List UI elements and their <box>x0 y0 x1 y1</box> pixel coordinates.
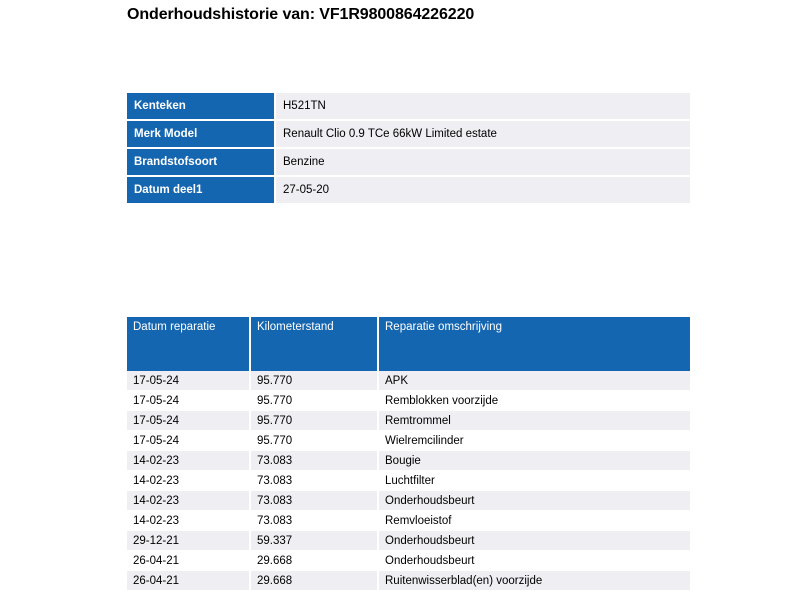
maintenance-header: Datum reparatie Kilometerstand Reparatie… <box>127 317 690 371</box>
repair-date-cell: 26-04-21 <box>127 570 251 591</box>
vehicle-info-table: Kenteken H521TN Merk Model Renault Clio 0.9… <box>127 93 690 205</box>
mileage-cell: 59.337 <box>250 530 379 551</box>
table-row[interactable]: 14-02-23 73.083 Remvloeistof <box>127 510 690 531</box>
vehicle-info-label: Datum deel1 <box>127 176 276 205</box>
mileage-cell: 95.770 <box>250 390 379 411</box>
repair-description-cell: Luchtfilter <box>378 470 690 491</box>
page-title: Onderhoudshistorie van: VF1R980086422622… <box>127 6 475 23</box>
mileage-cell: 73.083 <box>250 490 379 511</box>
column-header-mileage[interactable]: Kilometerstand <box>250 317 379 371</box>
table-row[interactable]: 17-05-24 95.770 APK <box>127 371 690 391</box>
vehicle-info-label: Merk Model <box>127 120 276 149</box>
repair-date-cell: 14-02-23 <box>127 490 251 511</box>
table-row[interactable]: 29-12-21 59.337 Onderhoudsbeurt <box>127 530 690 551</box>
repair-date-cell: 17-05-24 <box>127 390 251 411</box>
mileage-cell: 29.668 <box>250 550 379 571</box>
table-row[interactable]: 26-04-21 29.668 Ruitenwisserblad(en) voorz… <box>127 570 690 591</box>
vehicle-info-value: H521TN <box>275 93 690 121</box>
repair-description-cell: Onderhoudsbeurt <box>378 530 690 551</box>
mileage-cell: 73.083 <box>250 470 379 491</box>
repair-description-cell: Bougie <box>378 450 690 471</box>
repair-description-cell: Ruitenwisserblad(en) voorzijde <box>378 570 690 591</box>
mileage-cell: 95.770 <box>250 371 379 391</box>
repair-description-cell: APK <box>378 371 690 391</box>
repair-date-cell: 17-05-24 <box>127 410 251 431</box>
mileage-cell: 95.770 <box>250 430 379 451</box>
table-row[interactable]: 14-02-23 73.083 Onderhoudsbeurt <box>127 490 690 511</box>
vehicle-info-label: Kenteken <box>127 93 276 121</box>
repair-description-cell: Onderhoudsbeurt <box>378 490 690 511</box>
column-header-description[interactable]: Reparatie omschrijving <box>378 317 690 371</box>
vehicle-info-body: Kenteken H521TN Merk Model Renault Clio 0.9… <box>127 93 690 205</box>
table-row[interactable]: 14-02-23 73.083 Luchtfilter <box>127 470 690 491</box>
maintenance-header-row: Datum reparatie Kilometerstand Reparatie… <box>127 317 690 371</box>
mileage-cell: 73.083 <box>250 450 379 471</box>
maintenance-history-table: Datum reparatie Kilometerstand Reparatie… <box>127 317 690 591</box>
vehicle-info-value: 27-05-20 <box>275 176 690 205</box>
repair-description-cell: Remtrommel <box>378 410 690 431</box>
repair-description-cell: Remvloeistof <box>378 510 690 531</box>
vehicle-info-label: Brandstofsoort <box>127 148 276 177</box>
repair-date-cell: 17-05-24 <box>127 371 251 391</box>
maintenance-body: 17-05-24 95.770 APK 17-05-24 95.770 Remblokke… <box>127 371 690 591</box>
table-row[interactable]: 14-02-23 73.083 Bougie <box>127 450 690 471</box>
vehicle-info-value: Renault Clio 0.9 TCe 66kW Limited estate <box>275 120 690 149</box>
repair-description-cell: Onderhoudsbeurt <box>378 550 690 571</box>
vehicle-info-value: Benzine <box>275 148 690 177</box>
repair-date-cell: 26-04-21 <box>127 550 251 571</box>
repair-date-cell: 17-05-24 <box>127 430 251 451</box>
repair-date-cell: 14-02-23 <box>127 450 251 471</box>
table-row[interactable]: 26-04-21 29.668 Onderhoudsbeurt <box>127 550 690 571</box>
repair-description-cell: Wielremcilinder <box>378 430 690 451</box>
repair-date-cell: 14-02-23 <box>127 470 251 491</box>
table-row[interactable]: 17-05-24 95.770 Remblokken voorzijde <box>127 390 690 411</box>
table-row[interactable]: 17-05-24 95.770 Wielremcilinder <box>127 430 690 451</box>
vehicle-info-row: Brandstofsoort Benzine <box>127 148 690 177</box>
repair-date-cell: 14-02-23 <box>127 510 251 531</box>
repair-description-cell: Remblokken voorzijde <box>378 390 690 411</box>
mileage-cell: 29.668 <box>250 570 379 591</box>
mileage-cell: 95.770 <box>250 410 379 431</box>
vehicle-info-row: Datum deel1 27-05-20 <box>127 176 690 205</box>
repair-date-cell: 29-12-21 <box>127 530 251 551</box>
vehicle-info-row: Merk Model Renault Clio 0.9 TCe 66kW Limi… <box>127 120 690 149</box>
vehicle-info-row: Kenteken H521TN <box>127 93 690 121</box>
mileage-cell: 73.083 <box>250 510 379 531</box>
column-header-date[interactable]: Datum reparatie <box>127 317 251 371</box>
table-row[interactable]: 17-05-24 95.770 Remtrommel <box>127 410 690 431</box>
